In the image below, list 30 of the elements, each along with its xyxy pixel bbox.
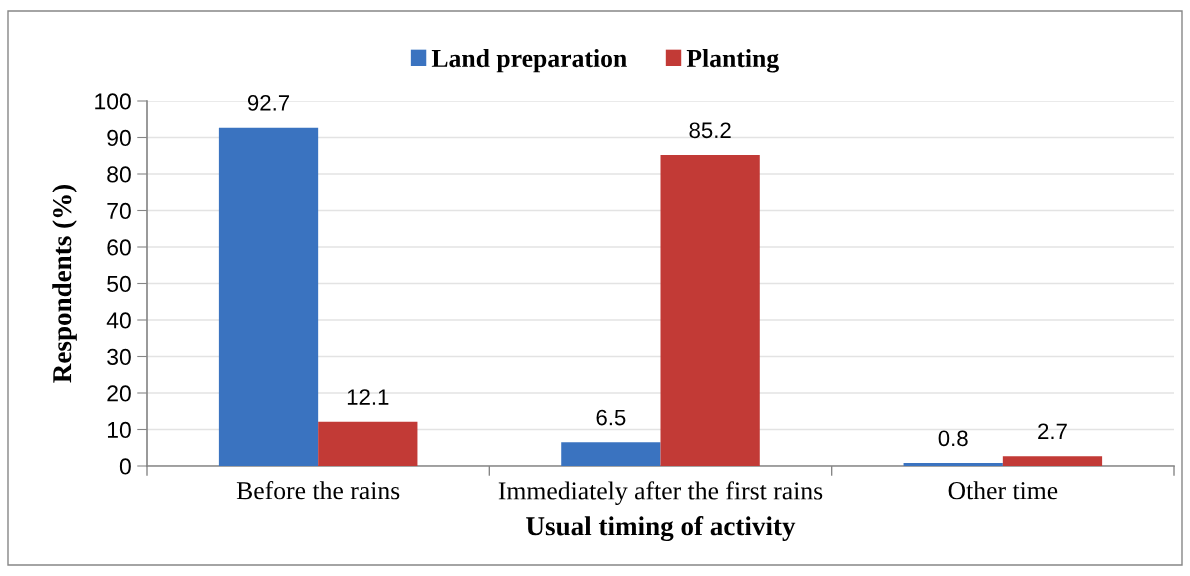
y-tick-label: 50 <box>107 275 131 293</box>
bar <box>903 463 1003 466</box>
data-label: 12.1 <box>347 389 389 405</box>
y-tick-label: 100 <box>95 93 131 110</box>
y-tick-label: 30 <box>107 348 131 366</box>
y-tick-label: 80 <box>107 166 131 183</box>
data-label: 6.5 <box>596 409 626 426</box>
y-axis-title: Respondents (%) <box>52 185 77 383</box>
bar <box>1002 456 1103 466</box>
data-label: 85.2 <box>689 122 731 139</box>
x-tick-label: Before the rains <box>236 481 400 500</box>
bar <box>218 127 319 466</box>
x-tick-label: Immediately after the first rains <box>498 481 823 505</box>
data-label: 2.7 <box>1038 423 1067 440</box>
legend-label: Land preparation <box>431 49 627 73</box>
y-tick-label: 20 <box>107 385 131 402</box>
y-tick-label: 60 <box>107 239 131 256</box>
data-label: 0.8 <box>938 430 968 447</box>
x-tick-label: Other time <box>948 481 1058 500</box>
legend-label: Planting <box>686 49 779 73</box>
y-tick-label: 70 <box>107 202 131 220</box>
y-tick-label: 10 <box>107 421 131 439</box>
y-tick-label: 0 <box>119 458 131 475</box>
x-axis-title: Usual timing of activity <box>526 516 796 542</box>
data-label: 92.7 <box>247 95 290 111</box>
bar <box>660 155 760 466</box>
bar <box>561 442 661 466</box>
y-tick-label: 40 <box>106 312 131 329</box>
bar <box>318 421 418 466</box>
y-tick-label: 90 <box>107 129 131 147</box>
